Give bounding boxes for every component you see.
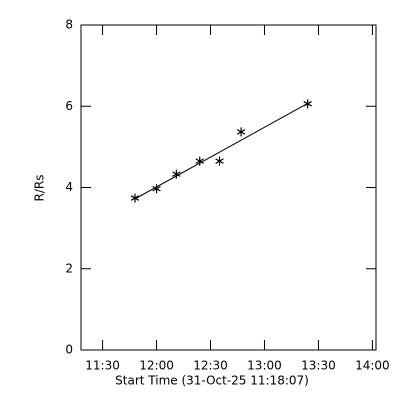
fit-line xyxy=(134,102,308,200)
asterisk-marker xyxy=(152,184,161,194)
asterisk-marker xyxy=(130,193,140,203)
asterisk-marker xyxy=(172,169,181,179)
x-tick-label: 14:00 xyxy=(355,359,390,373)
y-axis-label: R/Rs xyxy=(33,175,47,202)
x-tick-label: 12:30 xyxy=(193,359,228,373)
x-tick-label: 11:30 xyxy=(85,359,120,373)
y-tick-label: 0 xyxy=(65,343,73,357)
x-axis-label: Start Time (31-Oct-25 11:18:07) xyxy=(115,374,309,388)
y-tick-label: 8 xyxy=(65,18,73,32)
y-tick-label: 6 xyxy=(65,99,73,113)
x-tick-label: 13:30 xyxy=(301,359,336,373)
asterisk-marker xyxy=(236,127,246,137)
asterisk-marker xyxy=(215,156,224,166)
plot-frame xyxy=(80,24,377,351)
x-tick-label: 12:00 xyxy=(139,359,174,373)
y-tick-label: 2 xyxy=(65,261,73,275)
asterisk-marker xyxy=(303,99,312,109)
y-tick-label: 4 xyxy=(65,180,73,194)
asterisk-marker xyxy=(195,156,204,166)
x-tick-label: 13:00 xyxy=(247,359,282,373)
